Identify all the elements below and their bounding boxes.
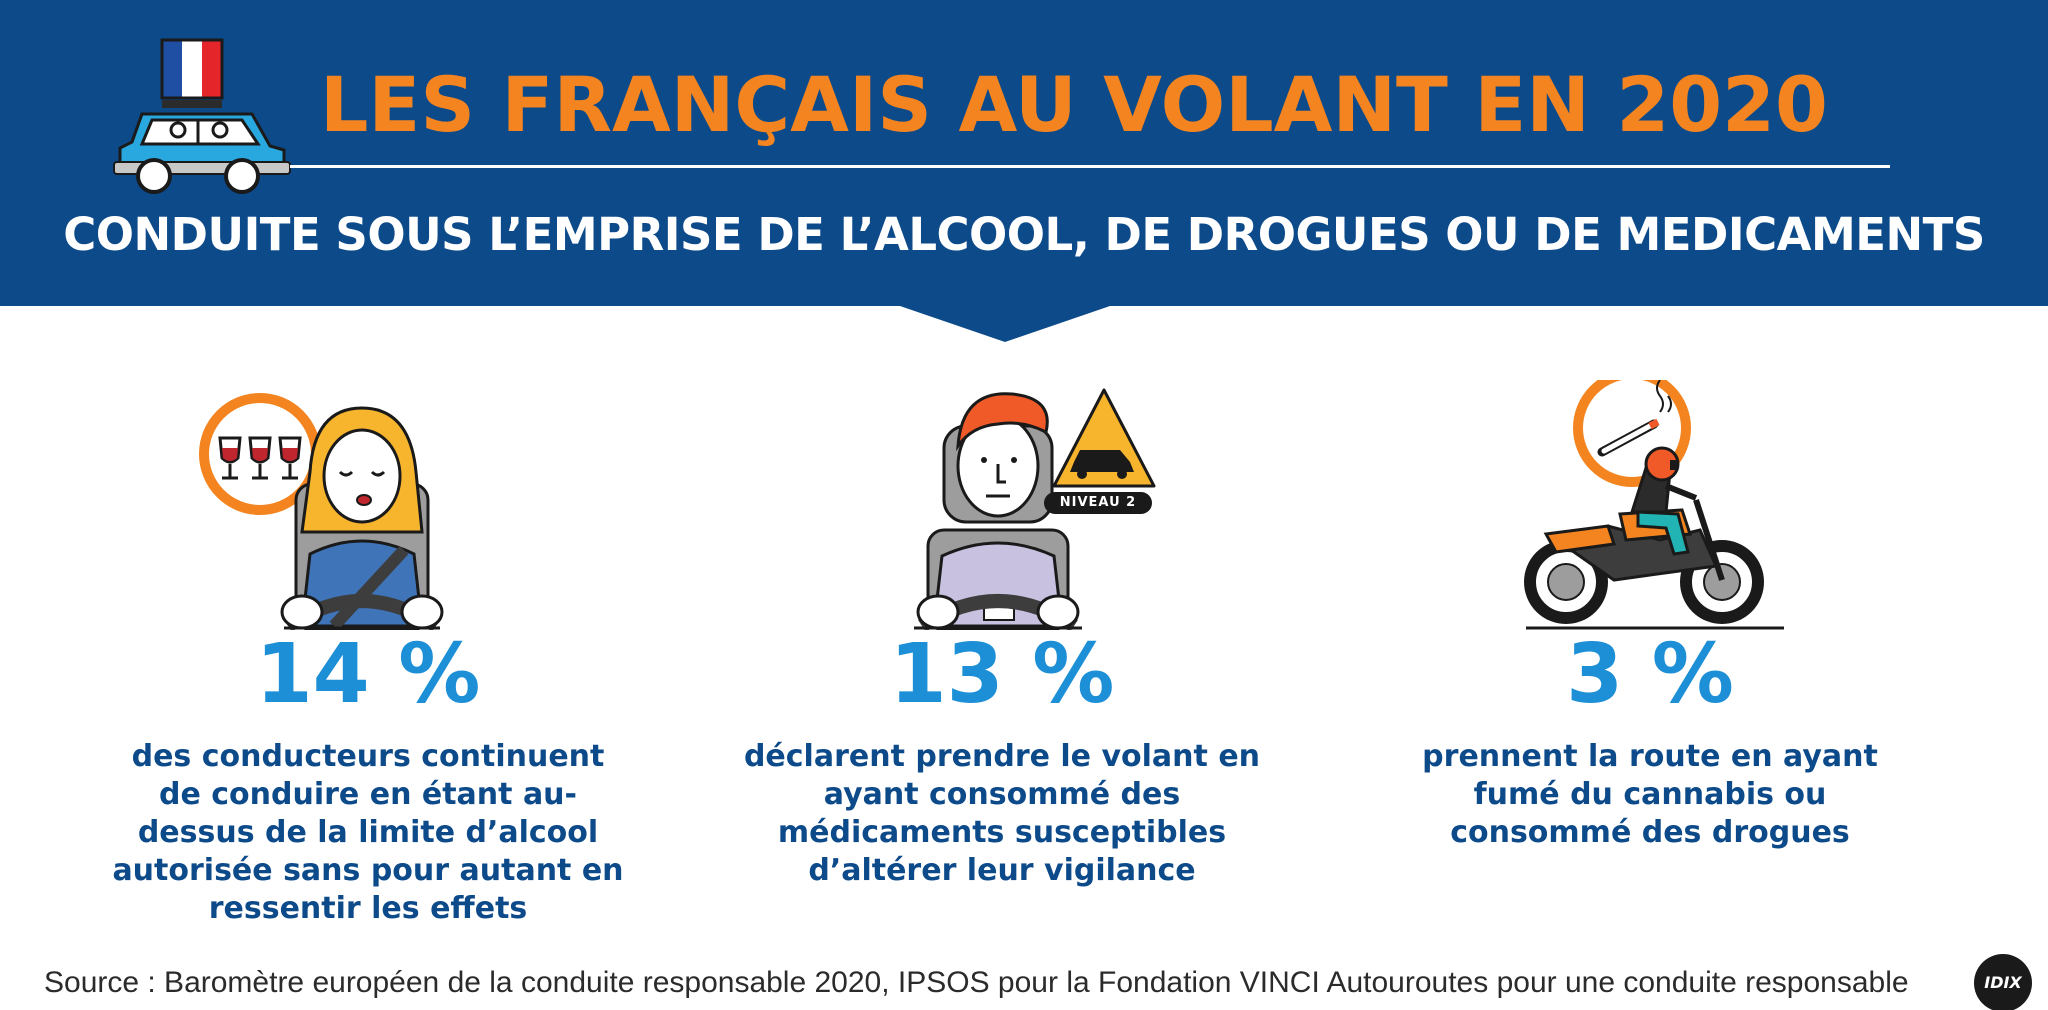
source-citation: Source : Baromètre européen de la condui…	[44, 966, 1909, 999]
stat-description: des conducteurs continuent de conduire e…	[112, 739, 624, 926]
level-badge: NIVEAU 2	[1044, 492, 1152, 514]
header-band	[0, 0, 2048, 306]
stat-value: 3 %	[1566, 627, 1734, 722]
stat-description: déclarent prendre le volant en ayant con…	[743, 739, 1261, 888]
motorcyclist-illustration	[1524, 380, 1784, 630]
header-notch	[900, 306, 1110, 342]
stat-illustration	[88, 380, 648, 630]
cigarette-icon	[1597, 380, 1672, 457]
wine-glasses-icon	[218, 436, 302, 480]
driver-man-illustration	[914, 388, 1156, 630]
stat-illustration	[1370, 380, 1930, 630]
main-title: LES FRANÇAIS AU VOLANT EN 2020	[320, 60, 1828, 149]
stat-value: 14 %	[255, 627, 481, 722]
idix-logo: IDIX	[1974, 954, 2032, 1010]
car-with-french-flag-icon	[113, 38, 291, 194]
stat-alcohol: 14 % des conducteurs continuent de condu…	[88, 380, 648, 928]
stat-description: prennent la route en ayant fumé du canna…	[1422, 739, 1878, 850]
title-divider	[290, 165, 1890, 168]
motorcycle-icon	[1524, 446, 1764, 624]
driver-woman-illustration	[199, 393, 444, 630]
stat-illustration: NIVEAU 2	[722, 380, 1282, 630]
stat-drugs: 3 % prennent la route en ayant fumé du c…	[1370, 380, 1930, 852]
subtitle: CONDUITE SOUS L’EMPRISE DE L’ALCOOL, DE …	[63, 208, 1985, 261]
stat-value: 13 %	[889, 627, 1115, 722]
warning-sign-icon	[1052, 388, 1156, 488]
stat-medication: NIVEAU 2 13 % déclarent prendre le volan…	[722, 380, 1282, 890]
